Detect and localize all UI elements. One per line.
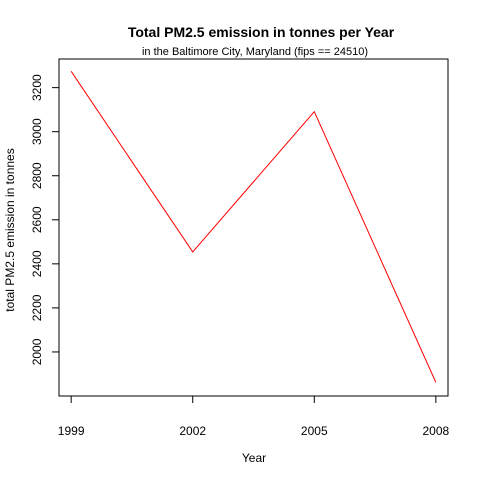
y-tick-label: 2600 — [30, 206, 44, 233]
y-axis: 2000 2200 2400 2600 2800 3000 3200 — [30, 74, 59, 365]
y-axis-label: total PM2.5 emission in tonnes — [3, 148, 17, 311]
chart-title: Total PM2.5 emission in tonnes per Year — [128, 24, 395, 40]
y-tick-label: 2400 — [30, 250, 44, 277]
x-axis-label: Year — [242, 451, 266, 465]
y-tick-label: 3200 — [30, 74, 44, 101]
y-tick-label: 3000 — [30, 118, 44, 145]
chart-subtitle: in the Baltimore City, Maryland (fips ==… — [142, 46, 368, 58]
x-tick-label: 2008 — [422, 424, 449, 438]
y-tick-label: 2000 — [30, 338, 44, 365]
y-tick-label: 2800 — [30, 162, 44, 189]
y-tick-label: 2200 — [30, 294, 44, 321]
plot-frame — [58, 58, 449, 397]
x-tick-label: 2005 — [301, 424, 328, 438]
series-layer — [70, 71, 437, 383]
x-tick-label: 1999 — [58, 424, 85, 438]
series-line-0 — [70, 71, 437, 383]
x-axis: 1999 2002 2005 2008 — [58, 396, 450, 438]
x-tick-label: 2002 — [179, 424, 206, 438]
